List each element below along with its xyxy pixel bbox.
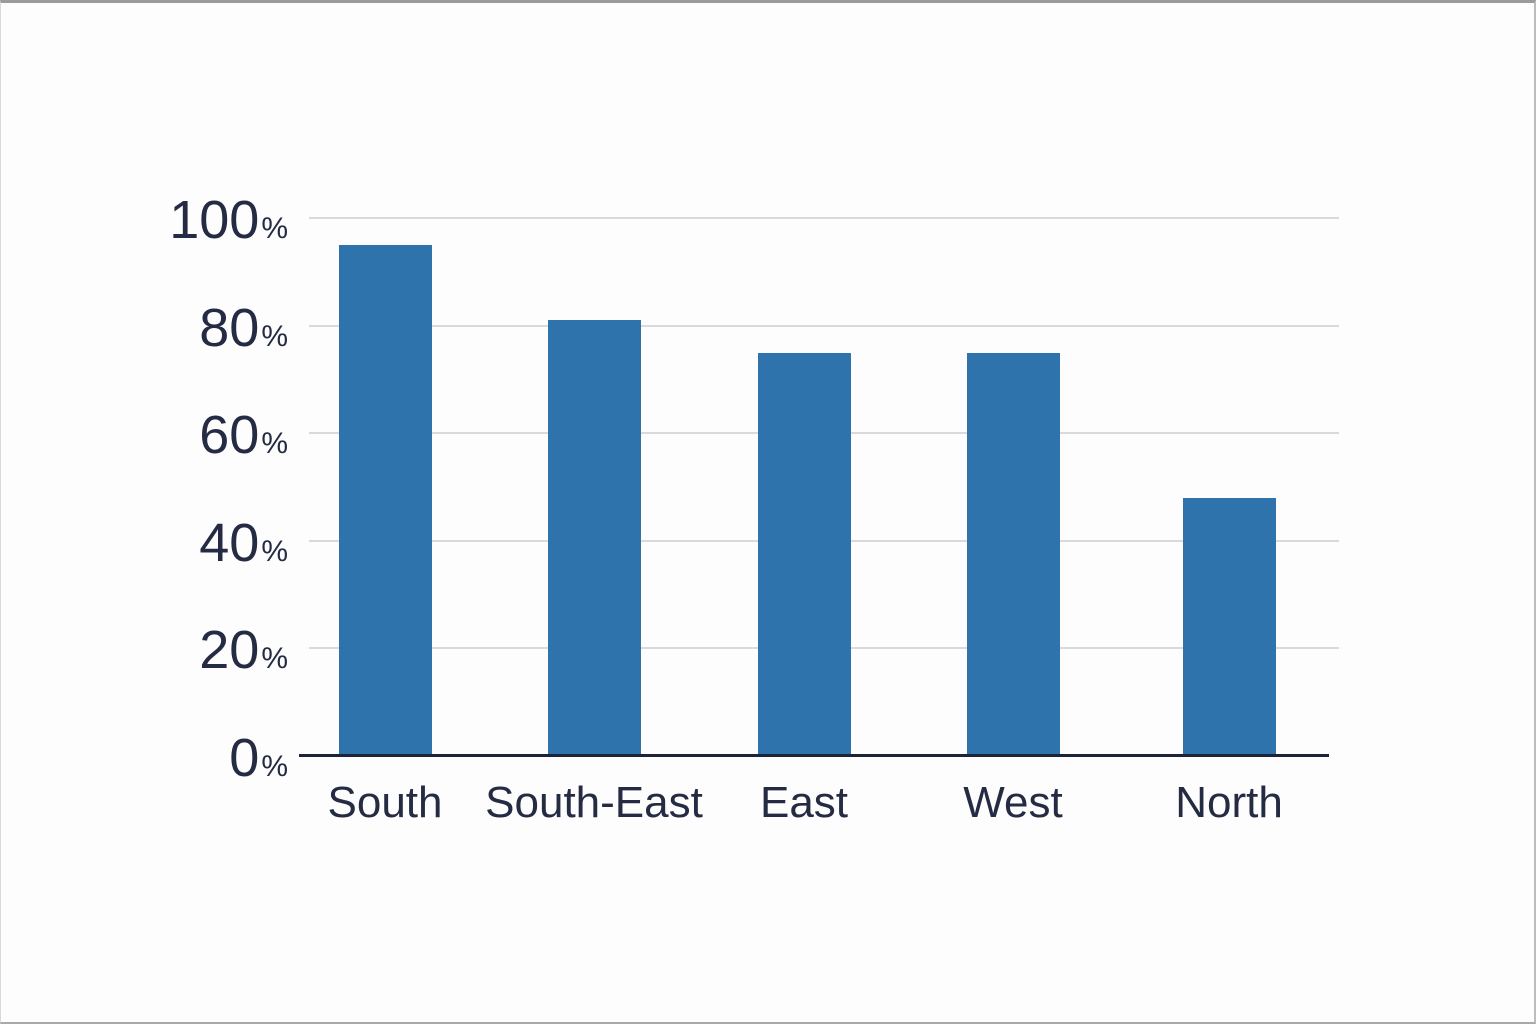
bar-east — [757, 352, 851, 756]
plot-area — [299, 217, 1339, 757]
bar-north — [1182, 497, 1276, 756]
x-tick-label-north: North — [1175, 778, 1283, 827]
x-tick-label-south: South — [327, 778, 443, 827]
gridline-80 — [309, 324, 1339, 327]
y-tick-label-40: 40% — [38, 516, 288, 579]
y-tick-value: 100 — [169, 190, 260, 250]
gridline-100 — [309, 217, 1339, 219]
x-axis-line — [299, 754, 1329, 757]
y-tick-label-0: 0% — [38, 731, 288, 794]
bar-south-east — [547, 320, 641, 756]
y-tick-value: 40 — [199, 512, 260, 573]
bar-west — [966, 352, 1060, 756]
y-tick-label-80: 80% — [38, 301, 288, 364]
y-tick-unit: % — [261, 750, 288, 783]
y-tick-unit: % — [261, 212, 288, 245]
y-tick-unit: % — [261, 642, 288, 676]
y-tick-label-20: 20% — [38, 623, 288, 686]
y-tick-value: 20 — [199, 620, 260, 681]
y-tick-value: 60 — [199, 405, 260, 466]
x-tick-label-east: East — [759, 778, 849, 827]
y-tick-unit: % — [261, 319, 288, 353]
y-tick-unit: % — [261, 427, 288, 461]
x-tick-label-south-east: South-East — [485, 778, 703, 827]
y-tick-unit: % — [261, 534, 288, 568]
y-tick-value: 0 — [229, 728, 260, 788]
y-tick-value: 80 — [199, 297, 260, 358]
y-tick-label-100: 100% — [38, 193, 288, 256]
x-tick-label-west: West — [963, 778, 1063, 827]
y-tick-label-60: 60% — [38, 408, 288, 471]
bar-south — [338, 244, 432, 756]
